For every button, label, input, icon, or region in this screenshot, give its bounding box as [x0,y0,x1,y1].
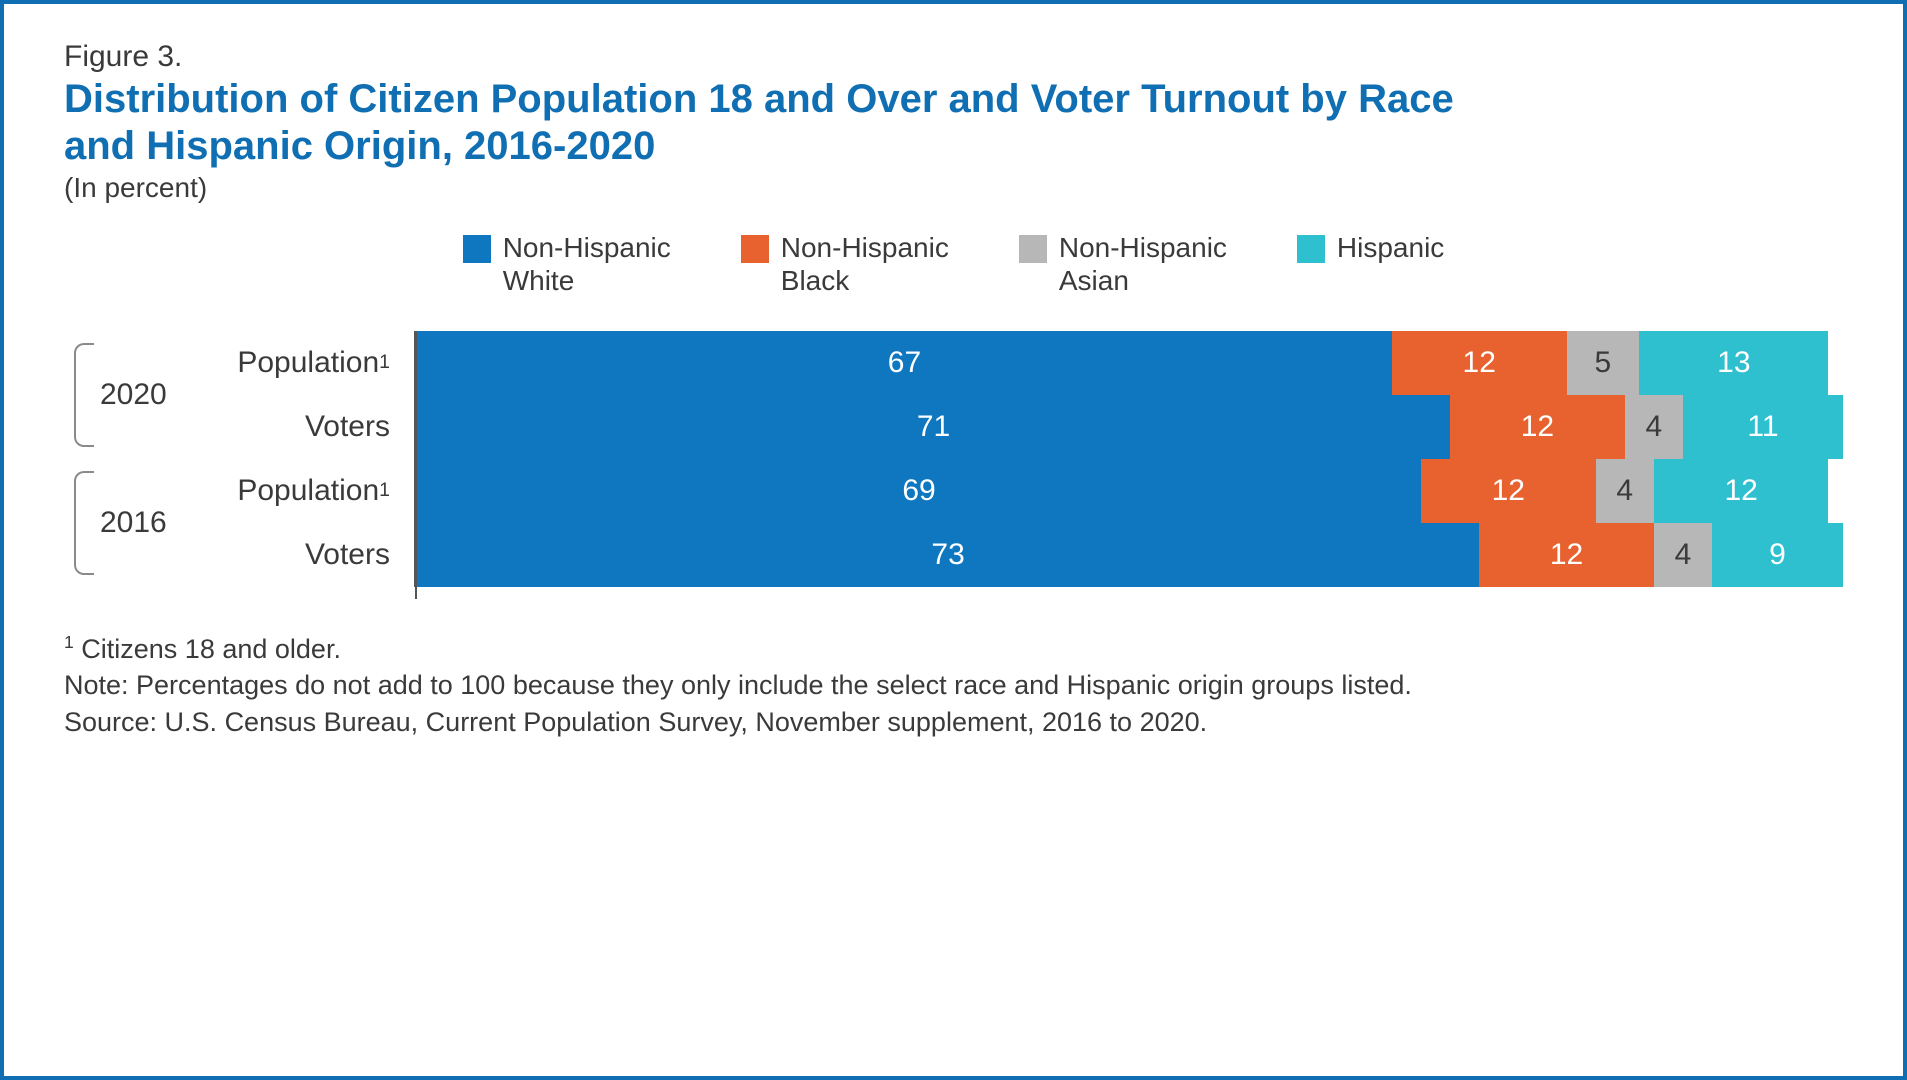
figure-frame: Figure 3. Distribution of Citizen Popula… [0,0,1907,1080]
figure-number: Figure 3. [64,40,1843,74]
bar-segment-nha: 4 [1596,459,1654,523]
year-group-2020: 2020 [74,331,184,459]
bar-segment-nhw: 67 [417,331,1392,395]
axis-tick-zero [415,583,417,599]
row-label: Voters [184,395,414,459]
bar-segment-nhw: 73 [417,523,1479,587]
legend-swatch-nhw [463,235,491,263]
bar-segment-nhb: 12 [1392,331,1567,395]
figure-subtitle: (In percent) [64,172,1843,204]
legend-swatch-his [1297,235,1325,263]
legend-label-nhw: Non-HispanicWhite [503,232,671,296]
bar-segment-his: 13 [1639,331,1828,395]
year-bracket [74,471,94,575]
stacked-bar: 731249 [417,523,1843,587]
row-labels-column: Population1VotersPopulation1Voters [184,331,414,587]
row-label: Population1 [184,331,414,395]
bar-row: 6712513 [417,331,1843,395]
figure-title: Distribution of Citizen Population 18 an… [64,76,1843,170]
bar-segment-his: 12 [1654,459,1829,523]
year-bracket [74,343,94,447]
stacked-bar: 6912412 [417,459,1843,523]
row-label: Voters [184,523,414,587]
legend-item-nhw: Non-HispanicWhite [463,232,671,296]
legend-label-nha: Non-HispanicAsian [1059,232,1227,296]
figure-title-line2: and Hispanic Origin, 2016-2020 [64,124,655,168]
bar-row: 6912412 [417,459,1843,523]
stacked-bar: 6712513 [417,331,1843,395]
bar-segment-nha: 4 [1625,395,1683,459]
year-axis-column: 2020 2016 [74,331,184,587]
bar-segment-nhb: 12 [1479,523,1654,587]
footnote: 1 Citizens 18 and older. [64,631,1843,667]
legend-item-his: Hispanic [1297,232,1444,296]
year-group-2016: 2016 [74,459,184,587]
stacked-bar-chart: 20202016 Population1VotersPopulation1Vot… [74,331,1843,587]
year-label: 2020 [100,378,167,412]
bar-segment-his: 11 [1683,395,1843,459]
bar-segment-nha: 4 [1654,523,1712,587]
year-label: 2016 [100,506,167,540]
bar-segment-nhb: 12 [1450,395,1625,459]
source-line: Source: U.S. Census Bureau, Current Popu… [64,704,1843,740]
legend: Non-HispanicWhite Non-HispanicBlack Non-Hi… [64,232,1843,296]
bar-row: 731249 [417,523,1843,587]
bar-segment-nhb: 12 [1421,459,1596,523]
figure-title-line1: Distribution of Citizen Population 18 an… [64,77,1454,121]
row-label: Population1 [184,459,414,523]
legend-label-his: Hispanic [1337,232,1444,264]
legend-item-nhb: Non-HispanicBlack [741,232,949,296]
note-line: Note: Percentages do not add to 100 beca… [64,667,1843,703]
bar-row: 7112411 [417,395,1843,459]
legend-item-nha: Non-HispanicAsian [1019,232,1227,296]
legend-swatch-nhb [741,235,769,263]
bar-segment-his: 9 [1712,523,1843,587]
figure-notes: 1 Citizens 18 and older. Note: Percentag… [64,631,1843,740]
legend-label-nhb: Non-HispanicBlack [781,232,949,296]
bar-segment-nha: 5 [1567,331,1640,395]
legend-swatch-nha [1019,235,1047,263]
bar-segment-nhw: 69 [417,459,1421,523]
footnote-text: Citizens 18 and older. [81,634,341,664]
bar-segment-nhw: 71 [417,395,1450,459]
footnote-marker: 1 [64,632,74,652]
stacked-bar: 7112411 [417,395,1843,459]
bars-column: 671251371124116912412731249 [414,331,1843,587]
